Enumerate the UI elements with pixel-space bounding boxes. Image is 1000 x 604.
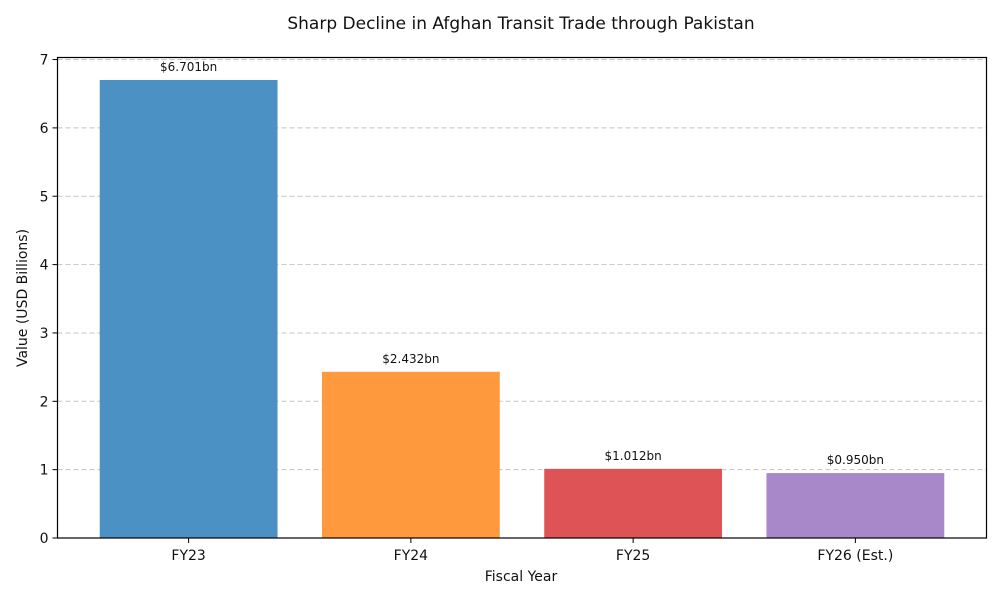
bars: $6.701bn $2.432bn $1.012bn $0.950bn [99, 60, 945, 539]
x-axis: FY23 FY24 FY25 FY26 (Est.) [171, 538, 893, 564]
y-tick-label: 6 [40, 121, 49, 137]
bar-fy24 [321, 371, 500, 538]
x-axis-label: Fiscal Year [485, 569, 558, 585]
bar-fy23 [99, 79, 278, 539]
x-tick-label: FY24 [394, 548, 429, 564]
plot-frame [56, 56, 988, 539]
x-tick-label: FY26 (Est.) [817, 548, 893, 564]
bar-fy26-est [766, 473, 945, 538]
y-tick-label: 0 [40, 531, 49, 547]
data-label: $0.950bn [827, 453, 884, 467]
y-axis-label: Value (USD Billions) [15, 229, 31, 367]
data-label: $2.432bn [382, 352, 439, 366]
y-tick-label: 5 [40, 189, 49, 205]
y-axis: 0 1 2 3 4 5 6 7 [40, 53, 58, 547]
bar-fy25 [544, 468, 723, 538]
y-tick-label: 2 [40, 394, 49, 410]
y-tick-label: 3 [40, 326, 49, 342]
chart-title: Sharp Decline in Afghan Transit Trade th… [287, 14, 754, 34]
x-tick-label: FY23 [171, 548, 205, 564]
y-tick-label: 4 [40, 258, 49, 274]
x-tick-label: FY25 [616, 548, 650, 564]
data-label: $1.012bn [605, 449, 662, 463]
y-tick-label: 7 [40, 53, 49, 69]
y-tick-label: 1 [40, 463, 49, 479]
data-label: $6.701bn [160, 60, 217, 74]
